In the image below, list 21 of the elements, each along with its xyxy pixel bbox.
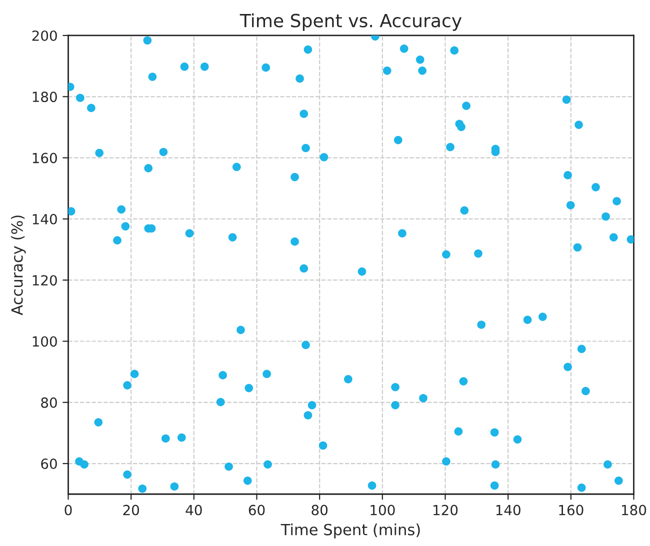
chart-title: Time Spent vs. Accuracy	[240, 13, 462, 31]
y-axis-title: Accuracy (%)	[11, 216, 26, 316]
y-tick-label: 80	[41, 397, 57, 408]
x-tick-label: 120	[434, 504, 458, 516]
y-tick-label: 140	[32, 214, 57, 224]
x-tick-label: 40	[186, 504, 202, 516]
x-tick-label: 160	[559, 504, 584, 516]
y-tick-label: 100	[32, 336, 57, 347]
y-tick-label: 160	[32, 152, 57, 164]
y-tick-label: 200	[32, 30, 57, 41]
x-tick-label: 140	[496, 504, 520, 516]
x-tick-label: 0	[64, 504, 72, 516]
y-tick-label: 120	[32, 275, 57, 286]
x-tick-label: 180	[622, 504, 646, 516]
x-tick-label: 20	[123, 504, 139, 516]
x-tick-label: 80	[312, 504, 328, 516]
x-axis-title: Time Spent (mins)	[280, 524, 420, 538]
x-tick-label: 60	[248, 504, 265, 516]
x-tick-label: 100	[370, 504, 395, 516]
y-tick-label: 60	[41, 458, 57, 470]
y-tick-label: 180	[32, 92, 57, 102]
